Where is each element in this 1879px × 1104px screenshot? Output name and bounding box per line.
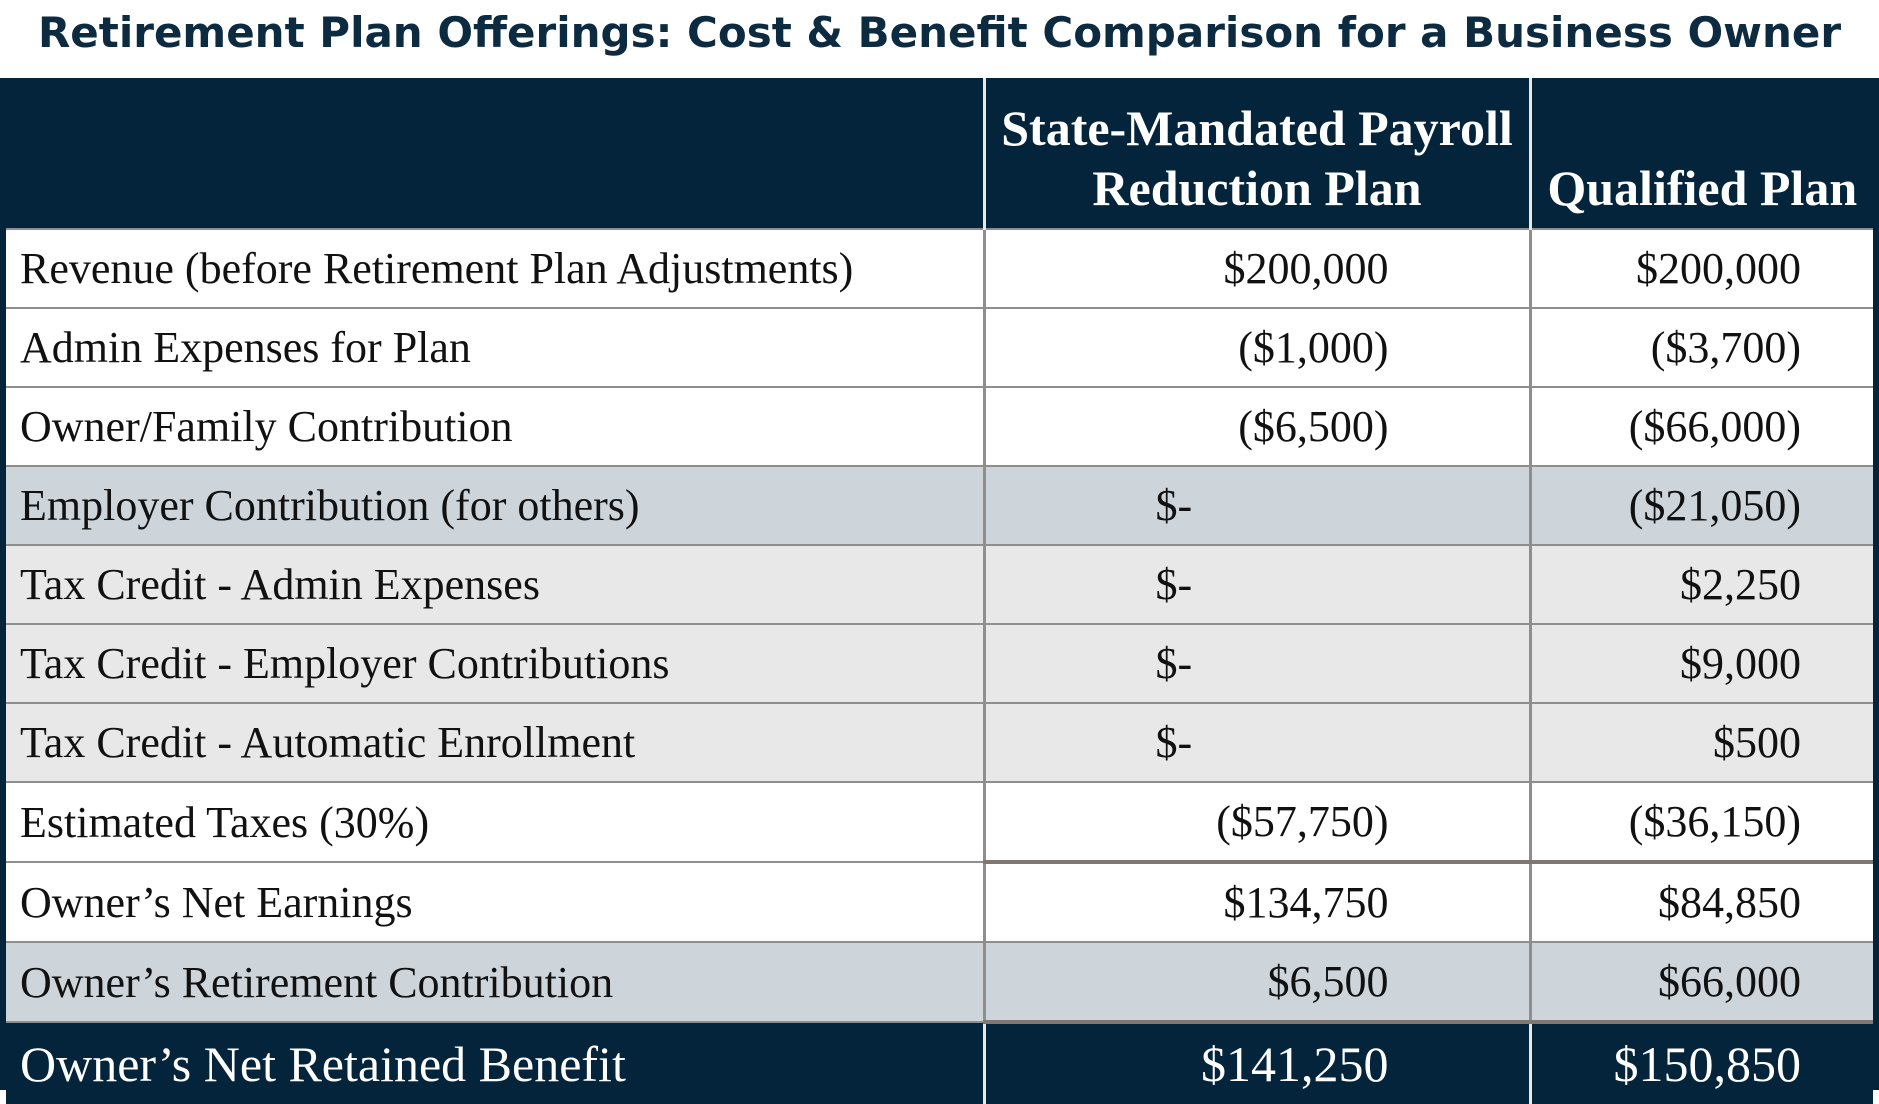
qualified-plan-value: $84,850 [1528,860,1873,942]
row-label: Tax Credit - Admin Expenses [6,544,984,624]
row-label: Owner’s Net Earnings [6,861,984,942]
total-qualified-plan-value: $150,850 [1528,1020,1873,1104]
total-label: Owner’s Net Retained Benefit [6,1021,984,1104]
header-label-column [6,78,984,229]
header-row: State-Mandated Payroll Reduction Plan Qu… [6,78,1873,229]
header-state-plan: State-Mandated Payroll Reduction Plan [982,78,1530,229]
state-plan-value: $- [982,465,1530,545]
row-label: Revenue (before Retirement Plan Adjustme… [6,228,984,308]
header-qualified-plan: Qualified Plan [1528,78,1873,229]
qualified-plan-value: $66,000 [1528,941,1873,1022]
header-qualified-plan-text: Qualified Plan [1547,160,1858,216]
comparison-table: State-Mandated Payroll Reduction Plan Qu… [6,78,1873,1104]
table-row: Owner/Family Contribution ($6,500) ($66,… [6,386,1873,466]
page-title: Retirement Plan Offerings: Cost & Benefi… [37,8,1842,57]
state-plan-value: $200,000 [982,228,1530,308]
row-label: Owner/Family Contribution [6,386,984,466]
row-label: Admin Expenses for Plan [6,307,984,387]
table-row: Estimated Taxes (30%) ($57,750) ($36,150… [6,781,1873,862]
row-label: Employer Contribution (for others) [6,465,984,545]
state-plan-value: $- [982,702,1530,782]
qualified-plan-value: $2,250 [1528,544,1873,624]
row-label: Tax Credit - Automatic Enrollment [6,702,984,782]
table-row: Revenue (before Retirement Plan Adjustme… [6,228,1873,308]
qualified-plan-value: ($66,000) [1528,386,1873,466]
table-row: Admin Expenses for Plan ($1,000) ($3,700… [6,307,1873,387]
table-row: Owner’s Retirement Contribution $6,500 $… [6,941,1873,1022]
state-plan-value: $6,500 [982,941,1530,1022]
total-row: Owner’s Net Retained Benefit $141,250 $1… [6,1020,1873,1104]
qualified-plan-value: $200,000 [1528,228,1873,308]
comparison-table-frame: State-Mandated Payroll Reduction Plan Qu… [0,78,1879,1104]
row-label: Owner’s Retirement Contribution [6,941,984,1022]
state-plan-value: $- [982,544,1530,624]
total-state-plan-value: $141,250 [982,1020,1530,1104]
qualified-plan-value: ($21,050) [1528,465,1873,545]
header-state-plan-text: State-Mandated Payroll Reduction Plan [1001,100,1513,216]
table-row: Employer Contribution (for others) $- ($… [6,465,1873,545]
row-label: Estimated Taxes (30%) [6,781,984,862]
qualified-plan-value: ($36,150) [1528,781,1873,862]
table-row: Tax Credit - Automatic Enrollment $- $50… [6,702,1873,782]
table-row: Owner’s Net Earnings $134,750 $84,850 [6,860,1873,942]
table-row: Tax Credit - Employer Contributions $- $… [6,623,1873,703]
state-plan-value: $134,750 [982,860,1530,942]
qualified-plan-value: $9,000 [1528,623,1873,703]
state-plan-value: ($6,500) [982,386,1530,466]
row-label: Tax Credit - Employer Contributions [6,623,984,703]
table-row: Tax Credit - Admin Expenses $- $2,250 [6,544,1873,624]
qualified-plan-value: ($3,700) [1528,307,1873,387]
state-plan-value: ($57,750) [982,781,1530,862]
state-plan-value: $- [982,623,1530,703]
qualified-plan-value: $500 [1528,702,1873,782]
state-plan-value: ($1,000) [982,307,1530,387]
